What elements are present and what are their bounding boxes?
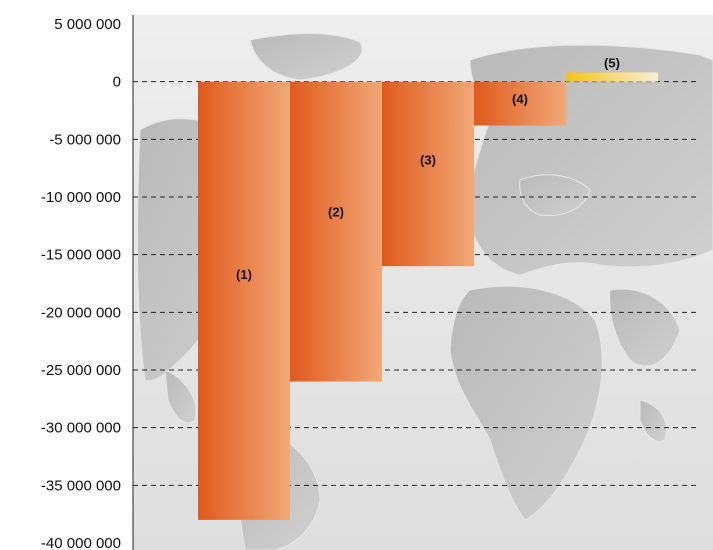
bars <box>198 72 658 520</box>
y-tick-label: -35 000 000 <box>41 477 121 494</box>
bar-4 <box>474 81 566 126</box>
bar-2 <box>290 81 382 382</box>
bar-1 <box>198 81 290 520</box>
y-tick-label: -15 000 000 <box>41 247 121 264</box>
y-tick-label: -30 000 000 <box>41 420 121 437</box>
bar-label-5: (5) <box>604 55 620 70</box>
bar-label-1: (1) <box>236 267 252 282</box>
y-tick-label: -25 000 000 <box>41 362 121 379</box>
bar-5 <box>566 72 658 82</box>
bar-label-4: (4) <box>512 92 528 107</box>
bar-3 <box>382 81 474 267</box>
y-tick-label: -20 000 000 <box>41 304 121 321</box>
y-tick-label: -40 000 000 <box>41 535 121 550</box>
y-tick-label: -10 000 000 <box>41 189 121 206</box>
y-tick-labels: 5 000 000 0 -5 000 000 -10 000 000 -15 000 0… <box>41 16 121 550</box>
y-tick-label: -5 000 000 <box>49 131 121 148</box>
bar-labels: (1) (2) (3) (4) (5) <box>236 55 620 281</box>
bar-label-2: (2) <box>328 205 344 220</box>
y-tick-label: 0 <box>113 74 121 91</box>
y-tick-label: 5 000 000 <box>54 16 121 33</box>
bar-label-3: (3) <box>420 153 436 168</box>
